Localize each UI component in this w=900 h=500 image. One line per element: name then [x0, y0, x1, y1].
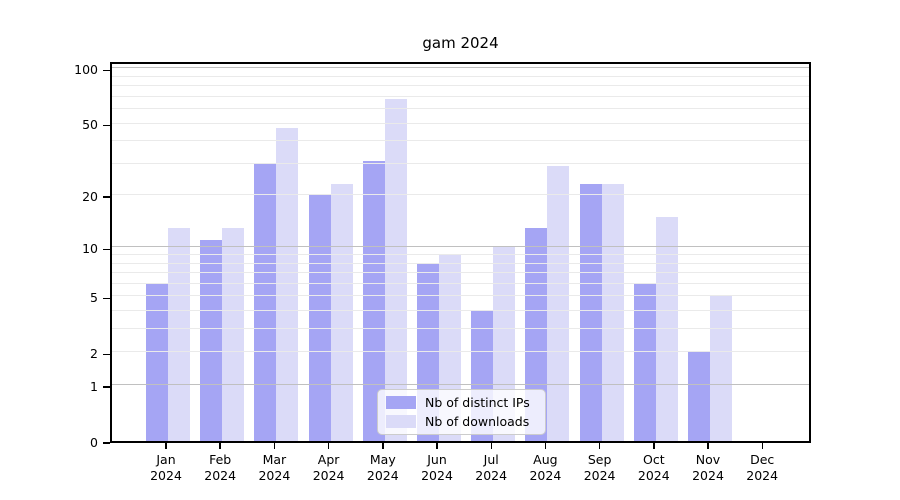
x-tick-label-aug: Aug 2024 — [529, 452, 562, 483]
y-tick-label-1: 1 — [90, 378, 98, 394]
bar-aug-distinct-ips — [525, 227, 548, 441]
x-tick-label-feb: Feb 2024 — [204, 452, 237, 483]
y-tick-mark-2 — [103, 353, 110, 355]
x-tick-mark-apr — [327, 443, 330, 449]
x-tick-label-oct: Oct 2024 — [637, 452, 670, 483]
y-tick-mark-50 — [103, 124, 110, 127]
x-tick-label-mar: Mar 2024 — [258, 452, 291, 483]
y-tick-mark-10 — [103, 248, 110, 251]
bar-oct-distinct-ips — [633, 283, 656, 441]
bar-nov-downloads — [710, 296, 732, 441]
x-tick-label-sep: Sep 2024 — [583, 452, 616, 483]
bars-layer — [112, 64, 809, 441]
bar-aug-downloads — [547, 166, 570, 441]
x-tick-mark-mar — [273, 443, 276, 449]
y-tick-label-100: 100 — [74, 61, 98, 77]
legend-row: Nb of downloads — [386, 414, 537, 429]
x-tick-mark-jun — [436, 443, 438, 449]
legend-swatch-distinct-ips — [386, 396, 416, 409]
y-tick-mark-0 — [103, 442, 110, 444]
legend-label-downloads: Nb of downloads — [425, 414, 530, 429]
x-tick-mark-aug — [544, 443, 547, 449]
bar-sep-distinct-ips — [579, 184, 602, 441]
x-tick-label-jul: Jul 2024 — [475, 452, 508, 483]
bar-feb-distinct-ips — [200, 240, 223, 441]
bar-apr-distinct-ips — [308, 195, 331, 441]
chart-title: gam 2024 — [422, 34, 499, 52]
bar-nov-distinct-ips — [688, 352, 710, 441]
plot-area — [110, 62, 811, 443]
legend: Nb of distinct IPs Nb of downloads — [377, 389, 546, 435]
bar-jan-downloads — [168, 227, 190, 441]
x-tick-label-apr: Apr 2024 — [312, 452, 345, 483]
y-tick-label-50: 50 — [82, 117, 98, 132]
bar-apr-downloads — [330, 184, 353, 441]
y-tick-label-5: 5 — [90, 289, 98, 305]
x-tick-mark-jul — [490, 443, 492, 449]
x-tick-label-may: May 2024 — [366, 452, 399, 483]
y-tick-mark-1 — [103, 386, 110, 388]
bar-sep-downloads — [601, 184, 624, 441]
x-tick-mark-may — [382, 443, 384, 449]
legend-label-distinct-ips: Nb of distinct IPs — [425, 395, 530, 410]
x-tick-label-dec: Dec 2024 — [746, 452, 779, 483]
bar-feb-downloads — [222, 227, 245, 441]
y-tick-label-2: 2 — [90, 345, 98, 361]
bar-may-distinct-ips — [362, 161, 385, 441]
y-tick-label-10: 10 — [82, 240, 98, 256]
y-tick-label-0: 0 — [90, 434, 98, 450]
y-tick-mark-20 — [103, 196, 110, 198]
y-tick-mark-5 — [103, 297, 110, 300]
x-tick-mark-oct — [653, 443, 655, 449]
x-tick-mark-nov — [707, 443, 709, 449]
legend-row: Nb of distinct IPs — [386, 395, 537, 410]
x-tick-label-nov: Nov 2024 — [692, 452, 724, 483]
y-tick-mark-100 — [103, 69, 110, 72]
bar-mar-downloads — [276, 128, 299, 441]
x-tick-mark-dec — [761, 443, 763, 449]
bar-mar-distinct-ips — [254, 163, 277, 441]
bar-may-downloads — [384, 99, 407, 441]
x-tick-label-jan: Jan 2024 — [150, 452, 182, 483]
x-tick-mark-sep — [598, 443, 601, 449]
bar-oct-downloads — [655, 217, 678, 441]
legend-swatch-downloads — [386, 415, 416, 428]
x-tick-mark-feb — [219, 443, 221, 449]
x-tick-label-jun: Jun 2024 — [421, 452, 453, 483]
bar-jan-distinct-ips — [146, 283, 168, 441]
y-tick-label-20: 20 — [82, 188, 98, 204]
x-tick-mark-jan — [165, 443, 167, 449]
